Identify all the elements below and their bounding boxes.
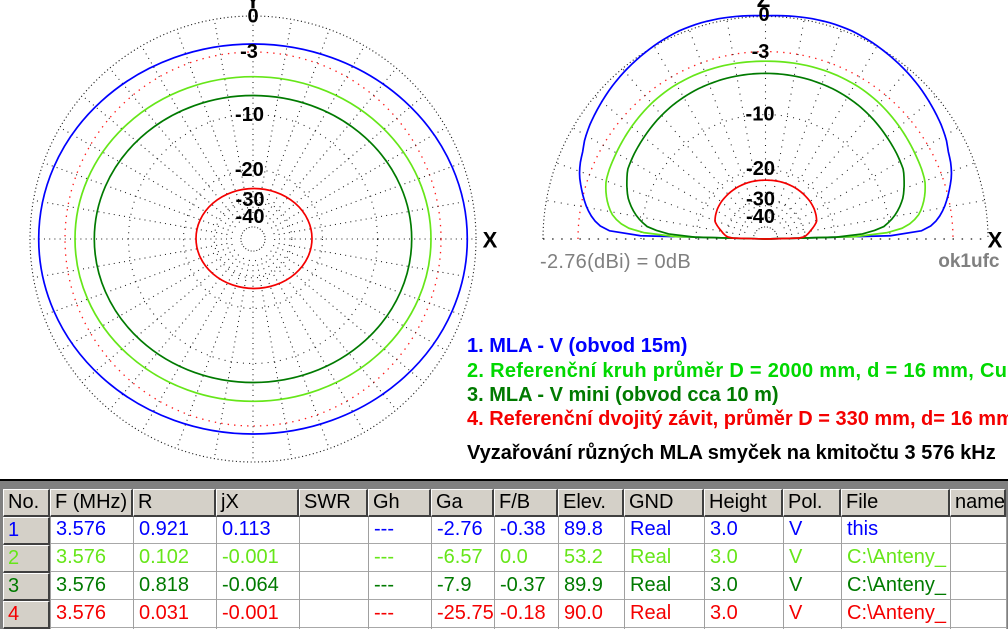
- svg-text:-3: -3: [752, 41, 770, 63]
- svg-text:X: X: [988, 228, 1003, 253]
- svg-text:-10: -10: [746, 104, 775, 126]
- svg-text:ok1ufc: ok1ufc: [938, 251, 1000, 272]
- svg-text:Y: Y: [246, 0, 261, 13]
- svg-text:0: 0: [247, 6, 258, 28]
- svg-text:-2.76(dBi) = 0dB: -2.76(dBi) = 0dB: [540, 251, 691, 273]
- svg-text:X: X: [483, 228, 498, 253]
- svg-text:-30: -30: [746, 189, 775, 211]
- svg-text:-20: -20: [235, 159, 264, 181]
- svg-text:-20: -20: [746, 158, 775, 180]
- svg-text:-10: -10: [235, 104, 264, 126]
- svg-text:Z: Z: [757, 0, 770, 12]
- svg-text:-40: -40: [236, 206, 265, 228]
- svg-text:-40: -40: [746, 206, 775, 228]
- svg-text:-3: -3: [240, 41, 258, 63]
- svg-text:0: 0: [758, 4, 769, 26]
- svg-text:-30: -30: [236, 189, 265, 211]
